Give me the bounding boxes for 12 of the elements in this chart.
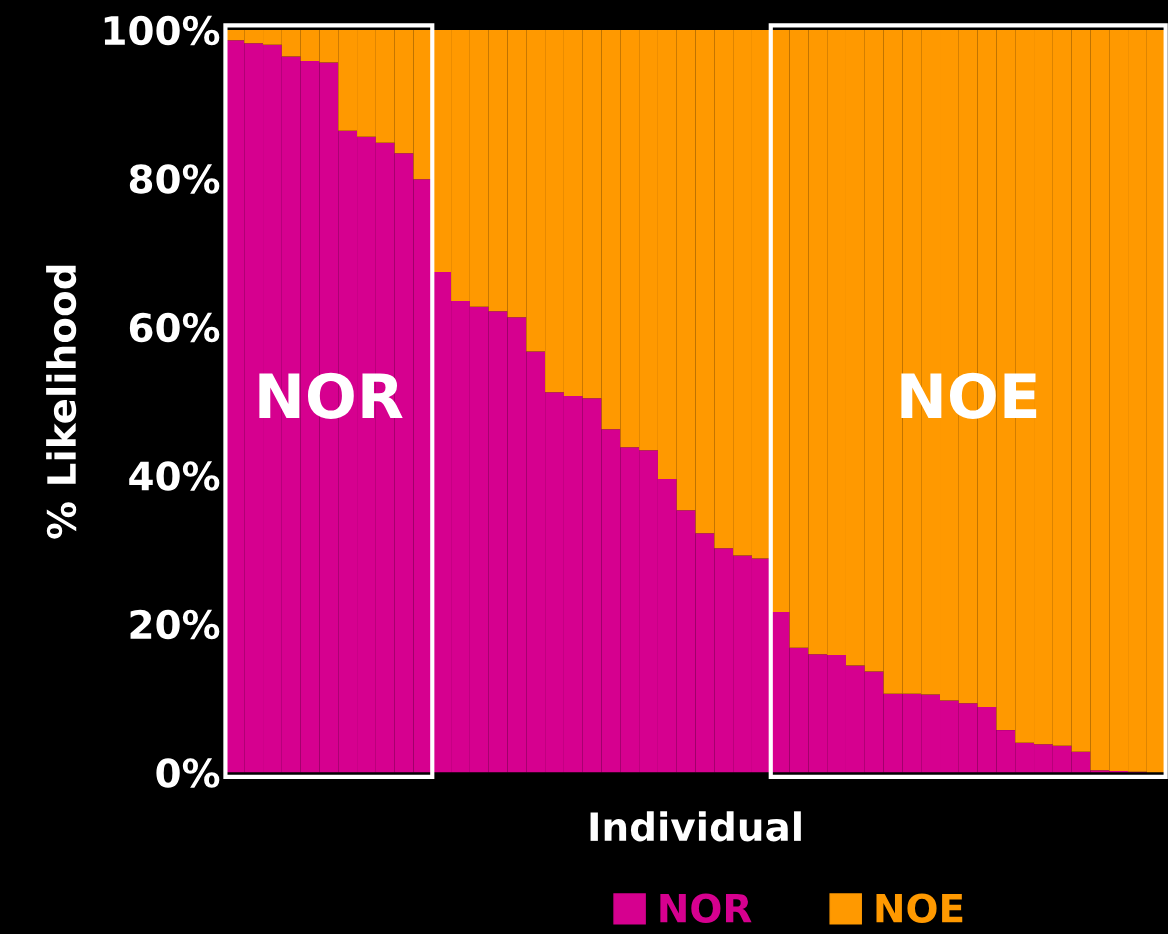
y-tick-label: 80% xyxy=(129,164,220,194)
y-tick-label: 100% xyxy=(104,15,220,46)
y-tick-label: 60% xyxy=(129,312,220,343)
y-tick-label: 40% xyxy=(129,461,220,491)
annotation: NOE xyxy=(901,372,1037,419)
legend-label: NOR xyxy=(660,893,752,923)
y-tick-label: 20% xyxy=(130,609,220,640)
x-axis-title: Individual xyxy=(590,811,801,842)
y-axis-title: % Likelihood xyxy=(46,265,77,539)
annotation: NOR xyxy=(259,372,403,419)
y-tick-label: 0% xyxy=(156,758,220,788)
legend-label: NOE xyxy=(876,893,963,923)
